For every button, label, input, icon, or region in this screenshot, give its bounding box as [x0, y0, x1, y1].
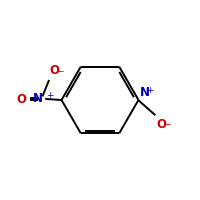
Text: −: −: [56, 66, 64, 75]
Text: O: O: [156, 118, 166, 131]
Text: +: +: [146, 86, 153, 95]
Text: −: −: [163, 119, 170, 128]
Text: O: O: [50, 64, 60, 77]
Text: +: +: [46, 91, 54, 100]
Text: O: O: [17, 93, 27, 106]
Text: N: N: [33, 92, 43, 105]
Text: N: N: [139, 86, 149, 99]
